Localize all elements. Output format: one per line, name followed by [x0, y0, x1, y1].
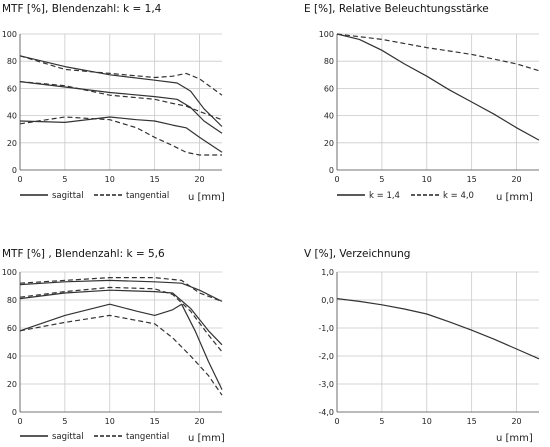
- chart1-xtick-label: 15: [150, 175, 160, 184]
- chart1-series-5-line: [19, 116, 223, 153]
- chart4-xtick-label: 0: [334, 417, 339, 426]
- chart4-xtick-label: 20: [511, 417, 521, 426]
- chart3-ytick-label: 0: [12, 408, 17, 417]
- chart4-ytick-label: -2,0: [318, 352, 334, 361]
- chart1-ytick-label: 0: [12, 166, 17, 175]
- chart2-legend-label: k = 1,4: [369, 191, 400, 201]
- chart2-ytick-label: 20: [324, 139, 334, 148]
- chart3-xtick-label: 0: [17, 417, 22, 426]
- chart1-legend-label: sagittal: [52, 191, 84, 201]
- chart4-ytick-label: 1,0: [321, 268, 334, 277]
- chart3-ytick-label: 40: [7, 352, 17, 361]
- chart3-ytick-label: 60: [7, 324, 17, 333]
- chart3-xtick-label: 20: [194, 417, 204, 426]
- chart3-ytick-label: 20: [7, 380, 17, 389]
- chart4-ytick-label: -4,0: [318, 408, 334, 417]
- chart1-ytick-label: 100: [2, 30, 17, 39]
- chart2-xtick-label: 0: [334, 175, 339, 184]
- chart1-ytick-label: 20: [7, 139, 17, 148]
- chart3-ytick-label: 100: [2, 268, 17, 277]
- chart4-ytick-label: -1,0: [318, 324, 334, 333]
- chart3-legend-label: tangential: [126, 432, 169, 442]
- chart2-ytick-label: 0: [329, 166, 334, 175]
- chart3-ytick-label: 80: [7, 296, 17, 305]
- chart1-x-unit-label: u [mm]: [188, 192, 225, 203]
- chart2-xtick-label: 5: [379, 175, 384, 184]
- chart4-series-1-line: [336, 298, 540, 360]
- chart3-series-6-line: [19, 314, 223, 396]
- chart3-xtick-label: 15: [150, 417, 160, 426]
- chart4-title: V [%], Verzeichnung: [304, 248, 410, 260]
- chart2-ytick-label: 100: [319, 30, 334, 39]
- chart1-series-6-line: [19, 116, 222, 156]
- chart1-series-4-line: [19, 81, 223, 121]
- chart3-xtick-label: 10: [105, 417, 115, 426]
- chart3-series-5-line: [19, 303, 223, 390]
- chart3-x-unit-label: u [mm]: [188, 433, 225, 444]
- chart4-ytick-label: -3,0: [318, 380, 334, 389]
- chart1-xtick-label: 10: [105, 175, 115, 184]
- chart1-xtick-label: 5: [62, 175, 67, 184]
- chart3-series-3-line: [19, 289, 223, 346]
- chart2-xtick-label: 15: [467, 175, 477, 184]
- chart3-series-1-line: [19, 279, 223, 302]
- chart2-series-2-line: [336, 33, 540, 72]
- chart1-xtick-label: 0: [17, 175, 22, 184]
- chart1-ytick-label: 40: [7, 112, 17, 121]
- chart4-ytick-label: 0,0: [321, 296, 334, 305]
- chart3-series-4-line: [19, 286, 223, 353]
- chart2-series-1-line: [336, 33, 540, 141]
- chart2-xtick-label: 20: [511, 175, 521, 184]
- chart1-ytick-label: 60: [7, 84, 17, 93]
- chart3-series-2-line: [19, 277, 223, 302]
- chart2-ytick-label: 40: [324, 112, 334, 121]
- chart1-series-2-line: [19, 55, 223, 96]
- chart4-xtick-label: 10: [422, 417, 432, 426]
- chart1-xtick-label: 20: [194, 175, 204, 184]
- chart2-x-unit-label: u [mm]: [496, 192, 533, 203]
- chart2-legend-label: k = 4,0: [443, 191, 474, 201]
- chart2-ytick-label: 60: [324, 84, 334, 93]
- chart1-legend-label: tangential: [126, 191, 169, 201]
- chart1-title: MTF [%], Blendenzahl: k = 1,4: [2, 3, 162, 15]
- chart2-ytick-label: 80: [324, 57, 334, 66]
- chart3-legend-label: sagittal: [52, 432, 84, 442]
- chart2-xtick-label: 10: [422, 175, 432, 184]
- chart4-xtick-label: 15: [467, 417, 477, 426]
- chart4-x-unit-label: u [mm]: [496, 433, 533, 444]
- chart3-xtick-label: 5: [62, 417, 67, 426]
- chart4-xtick-label: 5: [379, 417, 384, 426]
- chart1-series-1-line: [19, 55, 223, 127]
- chart1-ytick-label: 80: [7, 57, 17, 66]
- chart3-title: MTF [%] , Blendenzahl: k = 5,6: [2, 248, 165, 260]
- chart2-title: E [%], Relative Beleuchtungsstärke: [304, 3, 489, 15]
- chart1-series-3-line: [19, 81, 223, 134]
